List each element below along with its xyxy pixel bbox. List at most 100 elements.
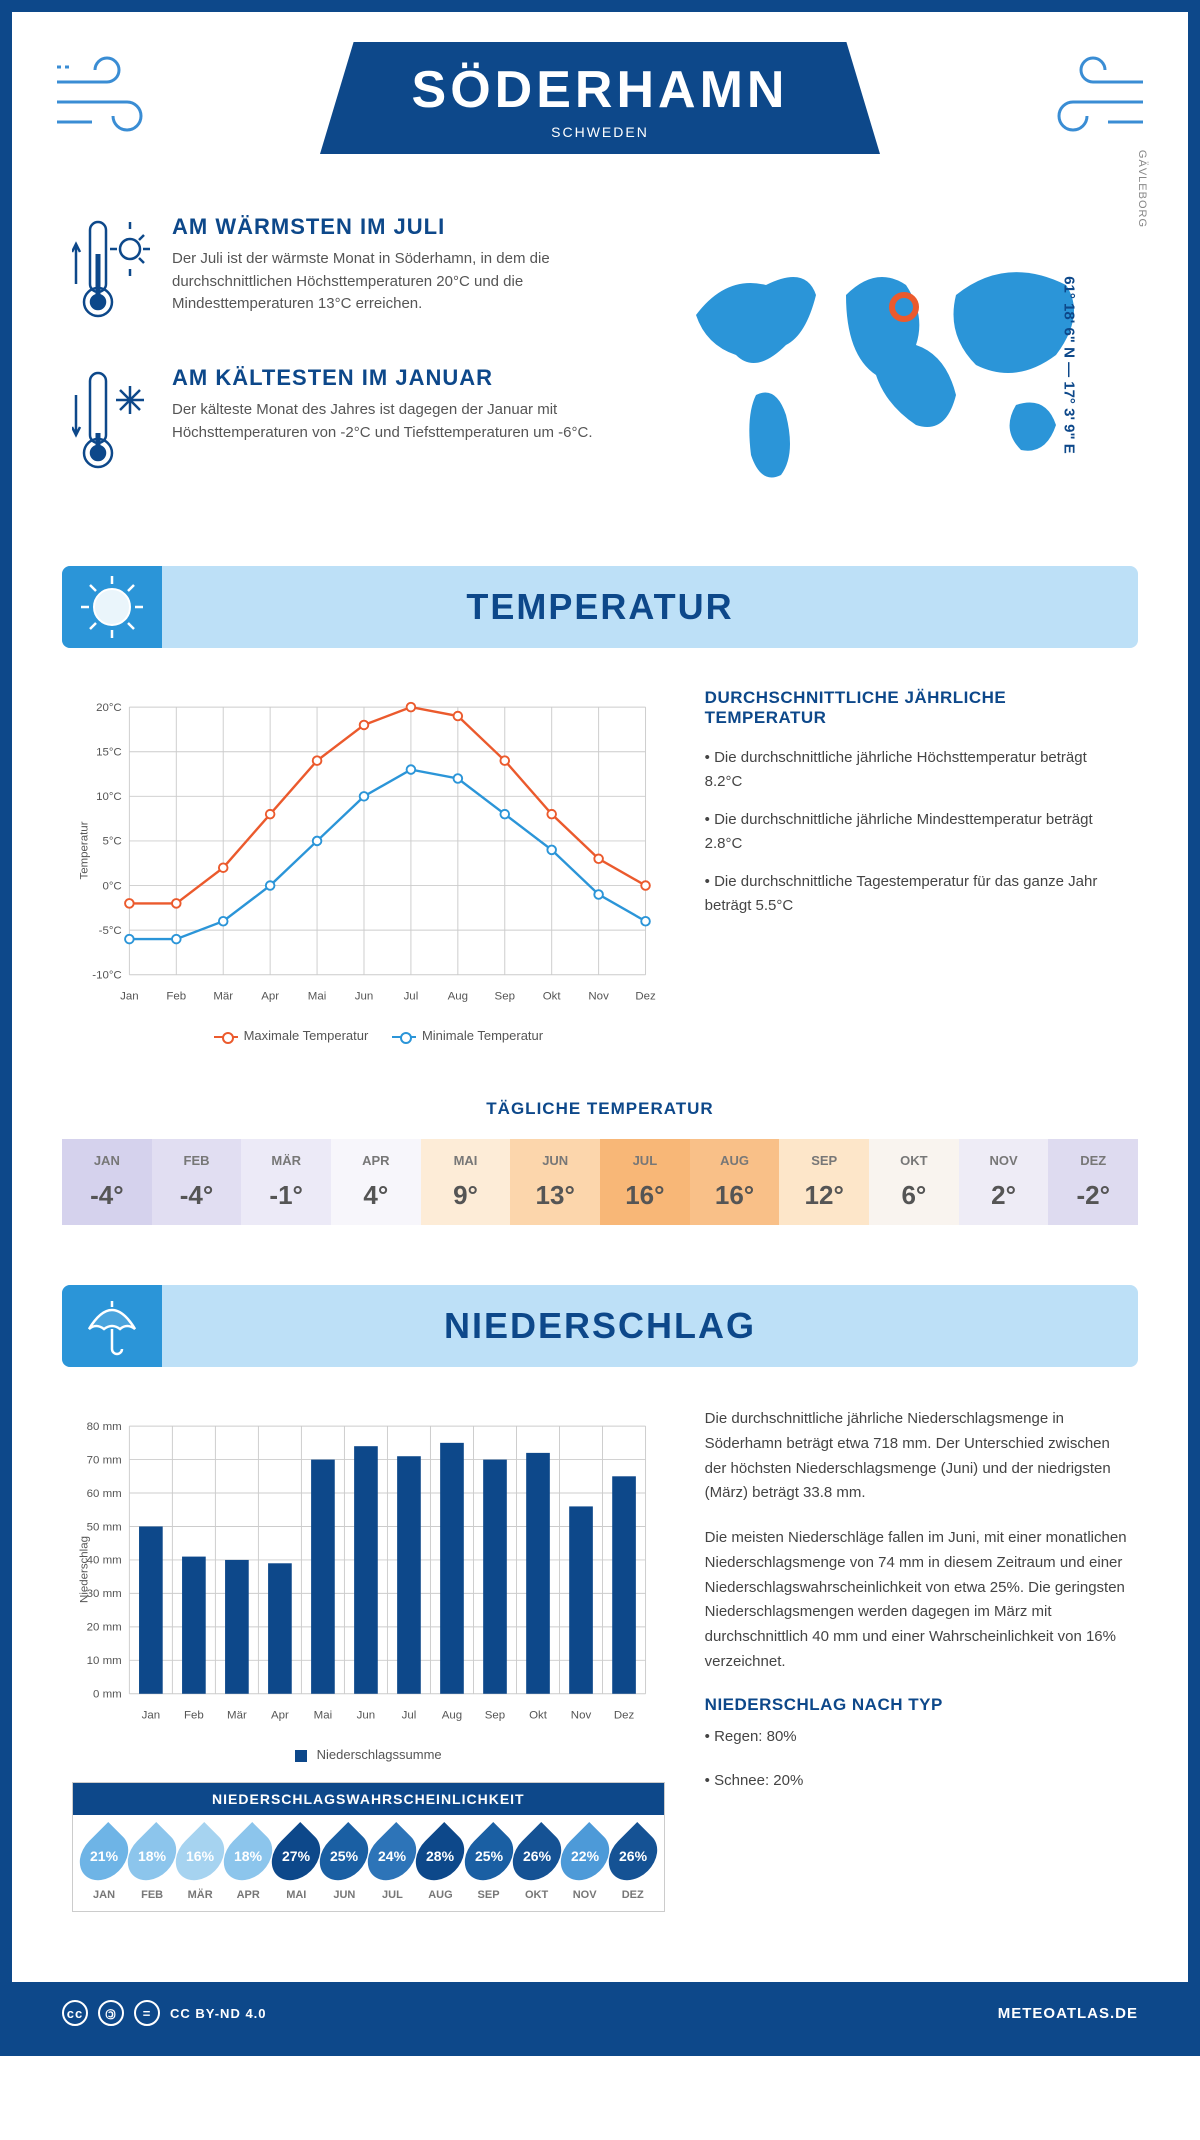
svg-text:-5°C: -5°C (99, 925, 122, 937)
svg-text:Apr: Apr (271, 1710, 289, 1722)
header: SÖDERHAMN SCHWEDEN (12, 12, 1188, 194)
section-precip: NIEDERSCHLAG (62, 1285, 1138, 1367)
section-temperature: TEMPERATUR (62, 566, 1138, 648)
svg-text:Mai: Mai (314, 1710, 332, 1722)
daily-temp-cell: MÄR-1° (241, 1139, 331, 1225)
svg-text:0 mm: 0 mm (93, 1689, 122, 1701)
thermometer-hot-icon (72, 214, 152, 329)
daily-temp-cell: OKT6° (869, 1139, 959, 1225)
svg-text:Jul: Jul (404, 991, 419, 1003)
svg-text:Jun: Jun (357, 1710, 376, 1722)
daily-temp-cell: MAI9° (421, 1139, 511, 1225)
svg-text:Nov: Nov (571, 1710, 592, 1722)
coldest-title: AM KÄLTESTEN IM JANUAR (172, 365, 604, 391)
country-subtitle: SCHWEDEN (400, 124, 800, 140)
daily-temp-table: JAN-4°FEB-4°MÄR-1°APR4°MAI9°JUN13°JUL16°… (62, 1139, 1138, 1225)
precip-prob-cell: 16%MÄR (177, 1829, 223, 1901)
svg-text:15°C: 15°C (96, 747, 122, 759)
sun-icon (62, 566, 162, 648)
svg-text:Temperatur: Temperatur (78, 821, 90, 879)
warmest-title: AM WÄRMSTEN IM JULI (172, 214, 604, 240)
wind-icon (1038, 52, 1148, 147)
temp-stats: DURCHSCHNITTLICHE JÄHRLICHE TEMPERATUR •… (705, 688, 1128, 1043)
svg-text:Mai: Mai (308, 991, 326, 1003)
daily-temp-cell: SEP12° (779, 1139, 869, 1225)
region-label: GÄVLEBORG (1136, 150, 1148, 228)
wind-icon (52, 52, 162, 147)
daily-temp-cell: JUN13° (510, 1139, 600, 1225)
svg-text:Okt: Okt (529, 1710, 548, 1722)
svg-text:40 mm: 40 mm (87, 1555, 122, 1567)
svg-text:Jun: Jun (355, 991, 374, 1003)
daily-temp-cell: JUL16° (600, 1139, 690, 1225)
precip-prob-cell: 24%JUL (369, 1829, 415, 1901)
precip-chart: 0 mm 10 mm 20 mm 30 mm 40 mm 50 mm 60 mm 70 mm 8… (72, 1407, 665, 1762)
svg-text:-10°C: -10°C (92, 970, 121, 982)
daily-temp-cell: JAN-4° (62, 1139, 152, 1225)
precip-prob-cell: 22%NOV (562, 1829, 608, 1901)
svg-text:10°C: 10°C (96, 791, 122, 803)
precip-prob-cell: 21%JAN (81, 1829, 127, 1901)
precip-probability: NIEDERSCHLAGSWAHRSCHEINLICHKEIT 21%JAN18… (72, 1782, 665, 1912)
svg-text:Apr: Apr (261, 991, 279, 1003)
precip-prob-cell: 18%FEB (129, 1829, 175, 1901)
svg-text:80 mm: 80 mm (87, 1421, 122, 1433)
svg-text:5°C: 5°C (102, 836, 121, 848)
precip-prob-cell: 26%OKT (514, 1829, 560, 1901)
svg-text:Okt: Okt (543, 991, 562, 1003)
svg-text:20 mm: 20 mm (87, 1622, 122, 1634)
svg-text:Sep: Sep (495, 991, 515, 1003)
svg-text:20°C: 20°C (96, 702, 122, 714)
svg-text:Nov: Nov (588, 991, 609, 1003)
precip-prob-cell: 18%APR (225, 1829, 271, 1901)
daily-temp-cell: NOV2° (959, 1139, 1049, 1225)
coordinates: 61° 18' 6" N — 17° 3' 9" E (1061, 276, 1078, 454)
license: cc🄯= CC BY-ND 4.0 (62, 2000, 267, 2026)
warmest-block: AM WÄRMSTEN IM JULI Der Juli ist der wär… (72, 214, 604, 329)
svg-text:30 mm: 30 mm (87, 1588, 122, 1600)
svg-text:60 mm: 60 mm (87, 1488, 122, 1500)
daily-temp-cell: APR4° (331, 1139, 421, 1225)
svg-text:Jan: Jan (120, 991, 139, 1003)
precip-prob-cell: 25%SEP (466, 1829, 512, 1901)
svg-text:Niederschlag: Niederschlag (78, 1536, 90, 1603)
coldest-block: AM KÄLTESTEN IM JANUAR Der kälteste Mona… (72, 365, 604, 480)
daily-temp-cell: FEB-4° (152, 1139, 242, 1225)
temp-legend: Maximale Temperatur Minimale Temperatur (72, 1028, 665, 1043)
thermometer-cold-icon (72, 365, 152, 480)
temp-section-title: TEMPERATUR (62, 586, 1138, 628)
svg-text:0°C: 0°C (102, 880, 121, 892)
svg-text:Aug: Aug (442, 1710, 462, 1722)
daily-temp-title: TÄGLICHE TEMPERATUR (12, 1099, 1188, 1119)
svg-text:Dez: Dez (614, 1710, 635, 1722)
umbrella-icon (62, 1285, 162, 1367)
svg-text:70 mm: 70 mm (87, 1454, 122, 1466)
precip-prob-cell: 27%MAI (273, 1829, 319, 1901)
temperature-chart: -10°C -5°C 0°C 5°C 10°C 15°C 20°C Jan Feb Mär Apr M… (72, 688, 665, 1043)
world-map: 61° 18' 6" N — 17° 3' 9" E GÄVLEBORG (644, 214, 1128, 516)
precip-section-title: NIEDERSCHLAG (62, 1305, 1138, 1347)
warmest-text: Der Juli ist der wärmste Monat in Söderh… (172, 248, 604, 316)
svg-text:10 mm: 10 mm (87, 1655, 122, 1667)
svg-text:Mär: Mär (213, 991, 233, 1003)
svg-text:Sep: Sep (485, 1710, 505, 1722)
site-name: METEOATLAS.DE (998, 2005, 1138, 2022)
daily-temp-cell: DEZ-2° (1048, 1139, 1138, 1225)
svg-text:Jan: Jan (142, 1710, 161, 1722)
title-banner: SÖDERHAMN SCHWEDEN (320, 42, 880, 154)
precip-prob-cell: 28%AUG (417, 1829, 463, 1901)
city-title: SÖDERHAMN (400, 60, 800, 120)
precip-legend: Niederschlagssumme (72, 1747, 665, 1762)
svg-text:Aug: Aug (448, 991, 468, 1003)
precip-prob-cell: 25%JUN (321, 1829, 367, 1901)
footer: cc🄯= CC BY-ND 4.0 METEOATLAS.DE (12, 1982, 1188, 2044)
svg-text:Mär: Mär (227, 1710, 247, 1722)
svg-text:Dez: Dez (635, 991, 656, 1003)
svg-text:50 mm: 50 mm (87, 1521, 122, 1533)
coldest-text: Der kälteste Monat des Jahres ist dagege… (172, 399, 604, 444)
precip-prob-cell: 26%DEZ (610, 1829, 656, 1901)
svg-text:Feb: Feb (166, 991, 186, 1003)
svg-text:Jul: Jul (402, 1710, 417, 1722)
daily-temp-cell: AUG16° (690, 1139, 780, 1225)
precip-text: Die durchschnittliche jährliche Niedersc… (705, 1407, 1128, 1912)
